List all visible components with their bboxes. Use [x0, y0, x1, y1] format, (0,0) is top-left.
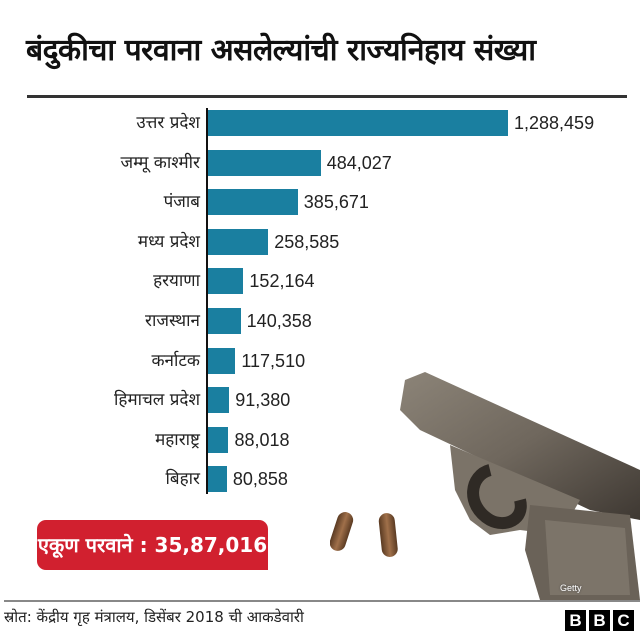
- value-label: 152,164: [249, 271, 315, 292]
- title-divider: [27, 95, 627, 98]
- value-label: 385,671: [303, 192, 369, 213]
- bar: [208, 228, 269, 255]
- category-label: उत्तर प्रदेश: [136, 113, 200, 133]
- value-label: 80,858: [232, 469, 288, 490]
- bar: [208, 110, 508, 136]
- bar-row: राजस्थान 140,358: [0, 308, 640, 334]
- bar-row: हरयाणा 152,164: [0, 268, 640, 295]
- value-label: 117,510: [241, 350, 306, 371]
- bar-row: बिहार 80,858: [0, 466, 640, 493]
- bar: [208, 347, 236, 374]
- category-label: बिहार: [165, 469, 201, 490]
- bar-row: कर्नाटक 117,510: [0, 347, 640, 374]
- photo-credit: Getty: [560, 583, 582, 593]
- bar-row: महाराष्ट्र 88,018: [0, 426, 640, 453]
- total-licenses-badge: एकूण परवाने : 35,87,016: [37, 520, 268, 570]
- value-label: 1,288,459: [514, 113, 595, 133]
- category-label: राजस्थान: [145, 311, 200, 331]
- bar-row: हिमाचल प्रदेश 91,380: [0, 387, 640, 414]
- bar-row: पंजाब 385,671: [0, 189, 640, 216]
- bbc-logo: B B C: [565, 610, 634, 631]
- bar: [208, 189, 298, 216]
- category-label: कर्नाटक: [151, 350, 200, 371]
- logo-letter: B: [565, 610, 586, 631]
- bar: [208, 149, 321, 176]
- y-axis-line: [206, 108, 208, 494]
- category-label: हरयाणा: [153, 271, 200, 292]
- category-label: हिमाचल प्रदेश: [114, 390, 200, 411]
- bar-row: उत्तर प्रदेश 1,288,459: [0, 110, 640, 136]
- source-note: स्रोत: केंद्रीय गृह मंत्रालय, डिसेंबर 20…: [4, 608, 304, 626]
- value-label: 91,380: [235, 390, 291, 411]
- category-label: महाराष्ट्र: [155, 429, 200, 450]
- logo-letter: B: [589, 610, 610, 631]
- value-label: 484,027: [326, 152, 392, 173]
- bar: [208, 466, 227, 493]
- bar: [208, 387, 230, 414]
- category-label: जम्मू काश्मीर: [120, 152, 200, 173]
- bar-chart: उत्तर प्रदेश 1,288,459 जम्मू काश्मीर 484,02…: [0, 106, 640, 496]
- logo-letter: C: [613, 610, 634, 631]
- value-label: 88,018: [234, 429, 290, 450]
- bar-row: जम्मू काश्मीर 484,027: [0, 149, 640, 176]
- chart-title: बंदुकीचा परवाना असलेल्यांची राज्यनिहाय स…: [26, 33, 536, 68]
- footer-divider: [4, 600, 640, 602]
- bar: [208, 426, 229, 453]
- bar: [208, 268, 244, 295]
- gun-photo-icon: [330, 372, 640, 600]
- category-label: मध्य प्रदेश: [137, 231, 200, 252]
- value-label: 140,358: [246, 311, 312, 331]
- value-label: 258,585: [274, 231, 340, 252]
- bar: [208, 308, 241, 334]
- category-label: पंजाब: [163, 192, 200, 213]
- bar-row: मध्य प्रदेश 258,585: [0, 228, 640, 255]
